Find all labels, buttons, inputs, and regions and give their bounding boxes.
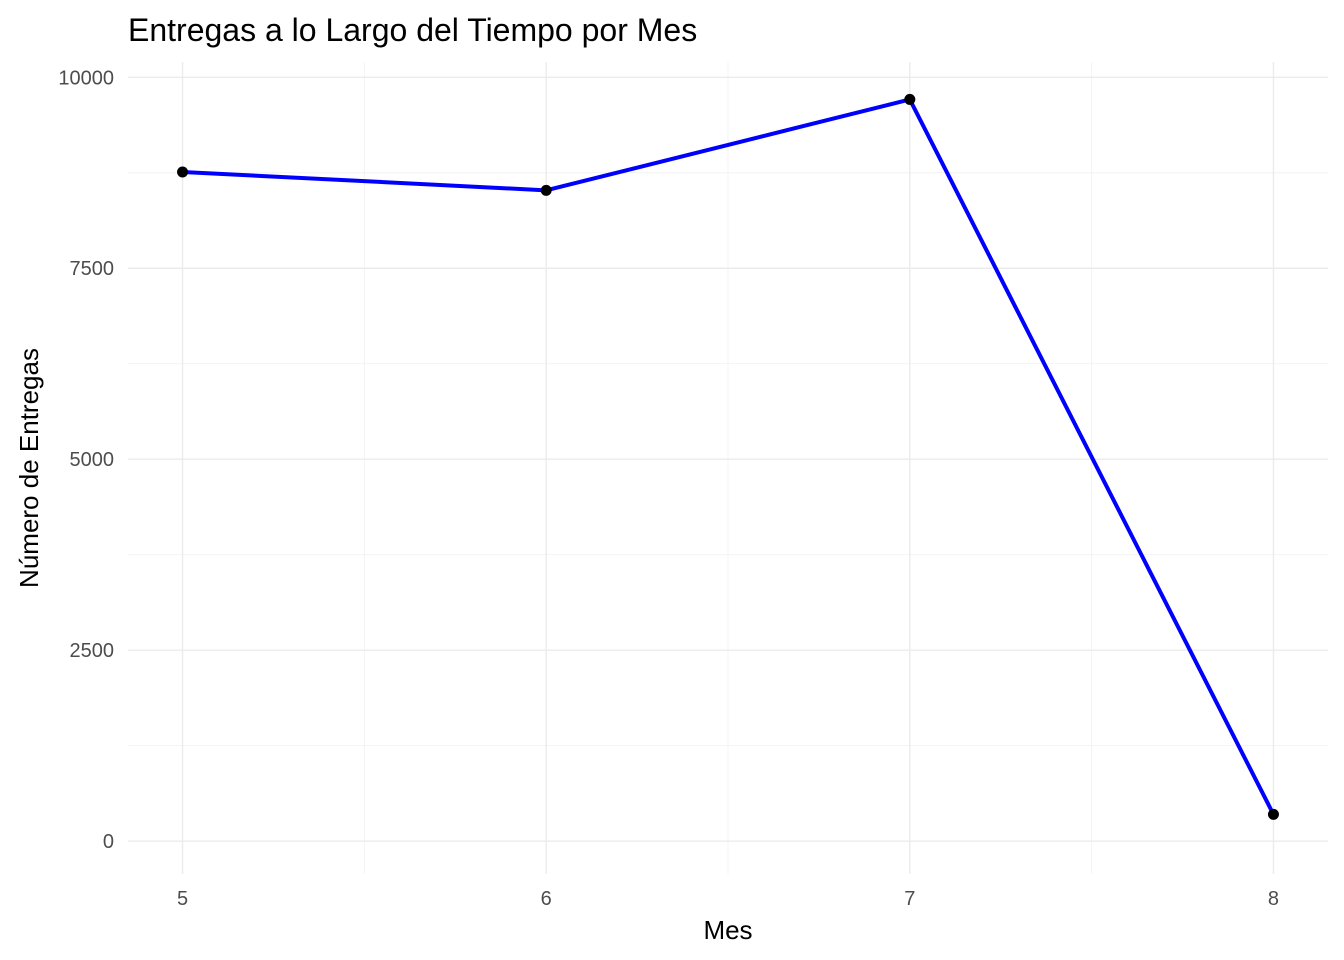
x-tick-label: 5: [177, 888, 188, 910]
y-tick-label: 7500: [70, 258, 115, 280]
y-tick-label: 10000: [58, 67, 114, 89]
series-layer: [177, 93, 1279, 820]
chart-title: Entregas a lo Largo del Tiempo por Mes: [128, 12, 697, 48]
data-point: [540, 184, 552, 196]
y-tick-label: 2500: [70, 640, 115, 662]
series-line: [180, 97, 1276, 817]
data-point: [177, 166, 189, 178]
x-tick-labels: 5 6 7 8: [177, 888, 1279, 910]
data-point: [1267, 808, 1279, 820]
x-tick-label: 6: [541, 888, 552, 910]
data-point: [904, 93, 916, 105]
x-tick-label: 7: [904, 888, 915, 910]
x-axis-title: Mes: [703, 915, 752, 945]
y-axis-title: Número de Entregas: [14, 348, 44, 588]
y-tick-label: 0: [103, 831, 114, 853]
grid: [128, 62, 1328, 874]
y-tick-label: 5000: [70, 449, 115, 471]
y-tick-labels: 0 2500 5000 7500 10000: [58, 67, 114, 853]
x-tick-label: 8: [1268, 888, 1279, 910]
